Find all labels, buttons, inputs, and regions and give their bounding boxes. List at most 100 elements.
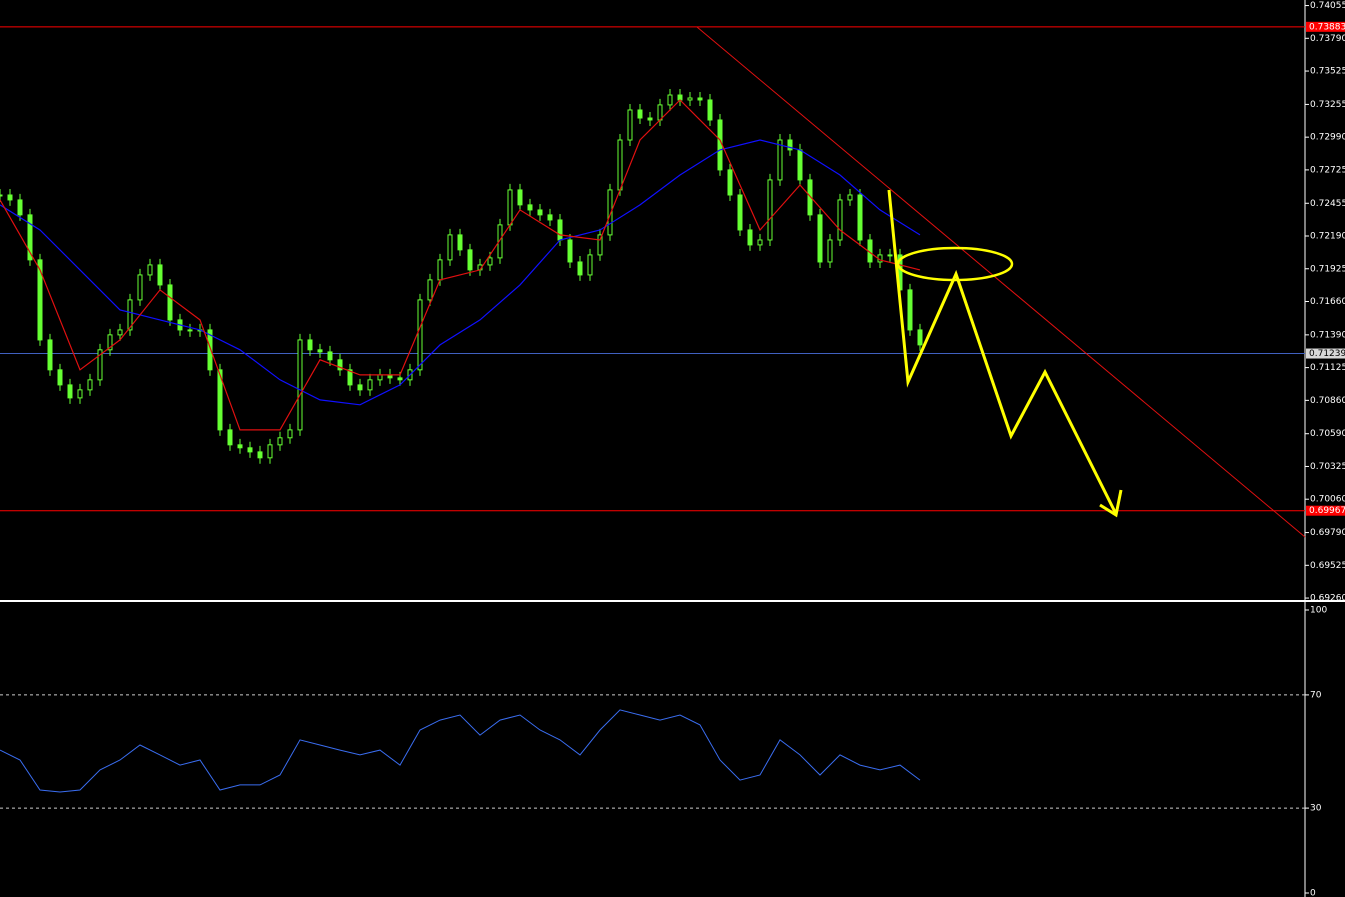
candle [257, 451, 263, 459]
forecast-path [887, 189, 1118, 515]
rsi-line [0, 709, 921, 793]
candle [367, 379, 373, 391]
y-tick-label: 0.70060 [1310, 495, 1345, 505]
candle [307, 339, 313, 351]
candle [327, 351, 333, 361]
candle [577, 261, 583, 276]
y-tick-label: 0.71125 [1310, 363, 1345, 373]
candle [777, 139, 783, 181]
candle [847, 194, 853, 201]
candle [917, 329, 923, 346]
candle [7, 194, 13, 201]
price-label-box [1306, 505, 1345, 516]
candle [37, 259, 43, 341]
candle [797, 149, 803, 181]
y-tick-label: 100 [1310, 606, 1327, 616]
candle [97, 349, 103, 381]
price-label-box [1306, 348, 1345, 359]
price-label: 0.69967 [1309, 506, 1345, 516]
highlight-ellipse [896, 246, 1014, 282]
y-tick-label: 0.71925 [1310, 264, 1345, 274]
y-tick-label: 0.72455 [1310, 199, 1345, 209]
y-tick-label: 0.72190 [1310, 232, 1345, 242]
candle [17, 199, 23, 216]
y-tick-label: 0.72990 [1310, 133, 1345, 143]
candle [627, 109, 633, 141]
candle [597, 234, 603, 256]
y-tick-label: 0.70325 [1310, 462, 1345, 472]
candle [717, 119, 723, 171]
candle [297, 339, 303, 431]
candle [417, 299, 423, 371]
candle [747, 229, 753, 246]
y-tick-label: 0.70860 [1310, 396, 1345, 406]
candle [787, 139, 793, 151]
candle [557, 219, 563, 241]
candle [497, 224, 503, 259]
y-tick-label: 0.69790 [1310, 528, 1345, 538]
candle [287, 429, 293, 439]
candle [467, 249, 473, 271]
candle [167, 284, 173, 321]
candle [87, 379, 93, 391]
candle [517, 189, 523, 206]
moving-average [0, 99, 921, 431]
candle [377, 374, 383, 381]
candle [157, 264, 163, 286]
y-tick-label: 0.70590 [1310, 429, 1345, 439]
y-tick-label: 0.74055 [1310, 1, 1345, 11]
candle [457, 234, 463, 251]
candle [27, 214, 33, 261]
moving-average [0, 139, 921, 406]
trend-line [696, 26, 1306, 538]
candle [47, 339, 53, 371]
candle [217, 369, 223, 431]
candle [547, 214, 553, 221]
y-tick-label: 0.73790 [1310, 34, 1345, 44]
candle [757, 239, 763, 246]
y-tick-label: 0.71660 [1310, 297, 1345, 307]
candle [607, 189, 613, 236]
candle [487, 257, 493, 266]
candle [237, 444, 243, 449]
y-tick-label: 0.69525 [1310, 561, 1345, 571]
candle [697, 97, 703, 101]
candle [267, 444, 273, 459]
candle [77, 389, 83, 399]
candle [397, 377, 403, 381]
candle [707, 99, 713, 121]
candle [357, 384, 363, 391]
price-label: 0.71239 [1309, 349, 1345, 359]
candle [207, 329, 213, 371]
candle [507, 189, 513, 226]
candle [617, 139, 623, 191]
candle [0, 194, 3, 197]
candle [427, 279, 433, 301]
candle [437, 259, 443, 281]
y-tick-label: 30 [1310, 804, 1322, 814]
candle [117, 329, 123, 336]
candle [767, 179, 773, 241]
candle [567, 239, 573, 263]
y-tick-label: 0.73255 [1310, 100, 1345, 110]
rsi-panel: 100 70 30 0 [0, 606, 1327, 897]
candle [807, 179, 813, 216]
candle [317, 349, 323, 353]
candle [647, 117, 653, 121]
y-tick-label: 70 [1310, 690, 1322, 700]
y-tick-label: 0.73525 [1310, 67, 1345, 77]
candle [227, 429, 233, 446]
candle [147, 264, 153, 276]
candle [667, 94, 673, 106]
candle [67, 384, 73, 399]
candle [347, 369, 353, 386]
candle [827, 239, 833, 263]
candle [57, 369, 63, 386]
forecast-drawing [887, 189, 1123, 518]
candle [277, 437, 283, 446]
candle [887, 254, 893, 257]
y-tick-label: 0.72725 [1310, 165, 1345, 175]
